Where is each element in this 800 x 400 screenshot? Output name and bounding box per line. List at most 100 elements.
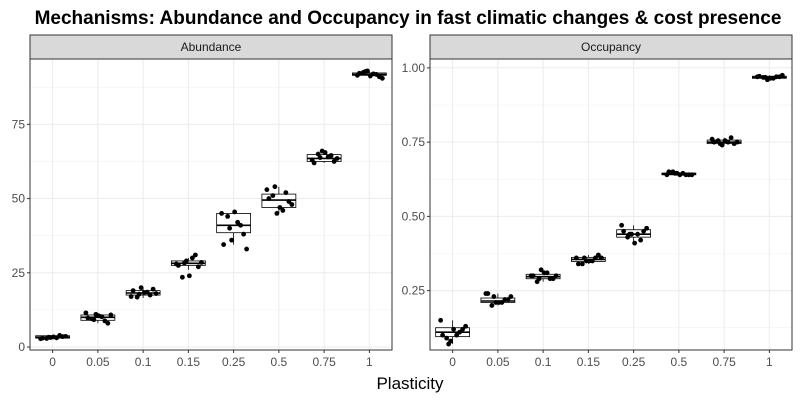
x-tick-label: 0.05 xyxy=(86,355,110,369)
y-tick-label: 0.25 xyxy=(402,284,426,298)
data-point xyxy=(221,242,227,247)
data-point xyxy=(446,341,452,347)
x-tick-label: 0.15 xyxy=(177,355,201,369)
y-tick-label: 0.50 xyxy=(402,209,426,223)
data-point xyxy=(283,190,289,196)
facet-strip xyxy=(29,34,393,60)
data-point xyxy=(85,315,91,321)
data-point xyxy=(229,237,235,243)
data-point xyxy=(235,219,241,225)
x-tick-label: 0 xyxy=(49,355,56,369)
data-point xyxy=(57,333,63,338)
chart-title: Mechanisms: Abundance and Occupancy in f… xyxy=(35,8,782,29)
data-point xyxy=(317,155,323,160)
data-point xyxy=(644,225,650,231)
y-tick-label: 25 xyxy=(12,266,26,280)
data-point xyxy=(280,208,286,213)
data-point xyxy=(219,211,225,216)
data-point xyxy=(322,150,328,155)
facet-abundance: Abundance 0 25 50 75 0 0.05 0.1 0.15 0.25 0.5 0.75 1 xyxy=(12,34,393,369)
data-point xyxy=(440,332,446,338)
data-point xyxy=(311,160,317,166)
data-point xyxy=(241,231,247,237)
data-point xyxy=(244,246,250,252)
data-point xyxy=(63,333,69,339)
data-point xyxy=(485,291,491,296)
panel-border xyxy=(29,58,393,351)
data-point xyxy=(83,310,89,316)
data-point xyxy=(621,228,627,234)
y-tick-label: 50 xyxy=(12,192,26,206)
x-tick-label: 0.1 xyxy=(535,355,552,369)
data-point xyxy=(460,326,466,332)
data-point xyxy=(91,317,97,323)
x-tick-label: 0.75 xyxy=(312,355,336,369)
data-point xyxy=(756,73,762,79)
data-point xyxy=(579,261,585,267)
data-point xyxy=(367,73,373,79)
data-point xyxy=(40,335,46,341)
data-point xyxy=(538,267,544,273)
data-point xyxy=(575,261,581,267)
data-point xyxy=(147,292,153,298)
panel-background xyxy=(430,59,792,350)
facet-strip-label: Occupancy xyxy=(581,40,641,54)
data-point xyxy=(286,199,292,204)
data-point xyxy=(186,273,192,279)
data-point xyxy=(328,153,334,158)
x-tick-label: 0.25 xyxy=(222,355,246,369)
data-point xyxy=(457,329,463,335)
data-point xyxy=(277,205,283,210)
data-point xyxy=(266,196,272,201)
data-point xyxy=(595,252,601,258)
data-point xyxy=(225,213,231,219)
data-point xyxy=(227,225,233,231)
data-point xyxy=(315,151,321,157)
data-point xyxy=(272,184,278,190)
data-point xyxy=(619,222,625,228)
data-point xyxy=(102,318,108,324)
data-point xyxy=(717,141,723,147)
box-body xyxy=(216,213,251,234)
data-point xyxy=(711,139,717,145)
data-point xyxy=(547,276,553,282)
y-tick-label: 0.75 xyxy=(402,135,426,149)
data-point xyxy=(454,332,460,338)
x-tick-label: 0.25 xyxy=(622,355,646,369)
facets-container: Abundance 0 25 50 75 0 0.05 0.1 0.15 0.25 0.5 0.75 1… xyxy=(12,34,793,369)
x-tick-label: 1 xyxy=(766,355,773,369)
data-point xyxy=(128,294,134,299)
data-point xyxy=(463,323,469,329)
data-point xyxy=(334,156,340,161)
data-point xyxy=(683,172,689,178)
x-axis-title: Plasticity xyxy=(376,374,444,393)
data-point xyxy=(779,72,785,78)
data-point xyxy=(96,313,102,319)
data-point xyxy=(553,273,559,279)
data-point xyxy=(641,228,647,234)
data-point xyxy=(530,273,536,279)
data-point xyxy=(767,75,773,81)
data-point xyxy=(136,291,142,297)
data-point xyxy=(153,291,159,296)
data-point xyxy=(573,255,579,261)
data-point xyxy=(502,297,508,302)
data-point xyxy=(232,209,238,215)
data-point xyxy=(666,169,672,175)
data-point xyxy=(238,222,244,228)
data-point xyxy=(635,231,641,237)
data-point xyxy=(274,211,280,216)
y-tick-label: 1.00 xyxy=(402,61,426,75)
data-point xyxy=(773,74,779,80)
data-point xyxy=(689,172,695,178)
data-point xyxy=(444,335,450,341)
data-point xyxy=(638,237,644,243)
data-point xyxy=(496,300,502,305)
x-tick-label: 1 xyxy=(366,355,373,369)
data-point xyxy=(141,290,147,296)
data-point xyxy=(677,172,683,178)
data-point xyxy=(379,75,385,81)
data-point xyxy=(508,294,514,299)
facet-strip-label: Abundance xyxy=(181,40,242,54)
data-point xyxy=(289,202,295,207)
